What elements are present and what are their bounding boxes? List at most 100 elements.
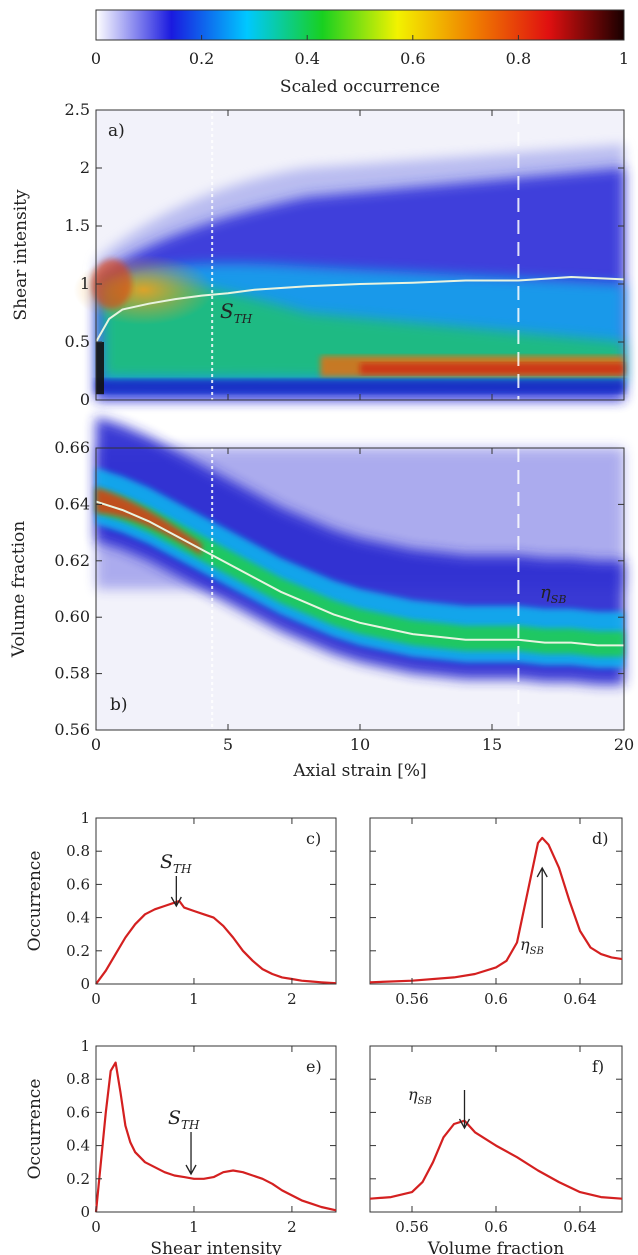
x-tick-label: 0.56	[395, 990, 428, 1008]
x-tick-label: 10	[350, 735, 370, 754]
colorbar-gradient	[95, 9, 625, 41]
y-tick-label: 0.58	[54, 664, 90, 683]
x-tick-label: 15	[482, 735, 502, 754]
colorbar-tick-label: 0.4	[294, 49, 319, 68]
x-tick-label: 2	[287, 1218, 297, 1236]
y-tick-label: 0.64	[54, 494, 90, 513]
heatmap-edge	[96, 342, 104, 395]
y-tick-label: 0.2	[66, 942, 90, 960]
x-tick-label: 5	[223, 735, 233, 754]
annotation-arrow-head	[170, 896, 182, 908]
panel-label: e)	[306, 1057, 322, 1076]
y-tick-label: 0.62	[54, 551, 90, 570]
occurrence-curve	[369, 836, 623, 984]
heatmap-low-band	[96, 379, 624, 394]
colorbar-label: Scaled occurrence	[280, 77, 440, 97]
panel-frame	[95, 817, 337, 985]
annotation-arrow-head	[536, 866, 548, 878]
x-tick-label: 0	[91, 990, 101, 1008]
y-tick-label: 0.6	[66, 875, 90, 893]
heatmap-red-blob	[91, 259, 132, 309]
arrow-annotation: ηSB	[408, 1085, 432, 1107]
x-tick-label: 1	[189, 1218, 199, 1236]
y-tick-label: 0.6	[66, 1103, 90, 1121]
x-tick-label: 0.6	[484, 1218, 508, 1236]
panel-frame	[369, 1045, 623, 1213]
y-tick-label: 0.4	[66, 909, 90, 927]
y-tick-label: 0.66	[54, 438, 90, 457]
x-tick-label: 1	[189, 990, 199, 1008]
x-axis-label: Axial strain [%]	[292, 761, 426, 781]
y-tick-label: 0.8	[66, 842, 90, 860]
x-axis-label: Volume fraction	[427, 1239, 564, 1255]
panel-b: ηSB b) 0.56 0.58 0.60 0.62 0.64 0.66 0 5 10 15 20 Vo…	[9, 417, 634, 781]
colorbar-tick-label: 0	[91, 49, 101, 68]
y-tick-label: 0	[80, 975, 90, 993]
panel-frame	[369, 817, 623, 985]
arrow-annotation: ηSB	[520, 935, 544, 957]
y-tick-label: 2	[80, 158, 90, 177]
annotation-arrow-head	[458, 1118, 471, 1130]
y-tick-label: 1	[80, 1037, 90, 1055]
x-tick-label: 0.56	[395, 1218, 428, 1236]
panel-a-overlay: STH	[95, 110, 625, 400]
sth-annotation: STH	[220, 299, 253, 326]
annotation-arrow-head	[185, 1164, 197, 1176]
y-tick-label: 0.5	[65, 332, 90, 351]
y-tick-label: 0.56	[54, 720, 90, 739]
colorbar-tick-label: 0.6	[400, 49, 425, 68]
occurrence-curve	[369, 1119, 623, 1200]
panel-d: d) ηSB 0.56 0.6 0.64	[369, 817, 623, 1008]
panel-c: c) STH 0 0.2 0.4 0.6 0.8 1 0 1 2 Occurrence	[25, 809, 337, 1008]
occurrence-curve	[95, 899, 337, 985]
y-axis-label: Shear intensity	[11, 189, 31, 321]
colorbar: 0 0.2 0.4 0.6 0.8 1 Scaled occurrence	[91, 9, 629, 97]
panel-frame	[95, 1045, 337, 1213]
y-tick-label: 0	[80, 1203, 90, 1221]
heatmap-hot-core	[360, 362, 624, 375]
panel-label: c)	[306, 829, 321, 848]
y-axis-label: Occurrence	[25, 851, 45, 952]
x-tick-label: 2	[287, 990, 297, 1008]
panel-f: f) ηSB 0.56 0.6 0.64 Volume fraction	[369, 1045, 623, 1255]
y-tick-label: 0.4	[66, 1137, 90, 1155]
panel-label: f)	[592, 1057, 604, 1076]
y-axis-label: Occurrence	[25, 1079, 45, 1180]
y-tick-label: 0.2	[66, 1170, 90, 1188]
panel-label: a)	[108, 121, 125, 141]
y-tick-label: 0	[80, 390, 90, 409]
y-axis-label: Volume fraction	[9, 521, 29, 658]
x-tick-label: 0	[91, 735, 101, 754]
arrow-annotation: STH	[160, 851, 192, 876]
arrow-annotation: STH	[168, 1107, 200, 1132]
x-tick-label: 0.6	[484, 990, 508, 1008]
y-tick-label: 0.8	[66, 1070, 90, 1088]
panel-e: e) STH 0 0.2 0.4 0.6 0.8 1 0 1 2 Occurrence Shear in…	[25, 1037, 337, 1255]
x-tick-label: 0.64	[563, 1218, 596, 1236]
panel-label: d)	[592, 829, 608, 848]
colorbar-tick-label: 1	[619, 49, 629, 68]
panel-label: b)	[110, 695, 128, 715]
heatmap-green	[103, 280, 625, 380]
panel-a-axes: a) 0 0.5 1 1.5 2 2.5 Shear intensity	[11, 100, 625, 409]
y-tick-label: 1	[80, 809, 90, 827]
eta-annotation: ηSB	[540, 582, 566, 606]
x-tick-label: 20	[614, 735, 634, 754]
eta-curve	[95, 500, 624, 647]
x-tick-label: 0	[91, 1218, 101, 1236]
panel-a: STH a) 0 0.5 1 1.5 2 2.5 Shear intensity	[11, 100, 625, 409]
colorbar-ticks: 0 0.2 0.4 0.6 0.8 1	[91, 35, 629, 68]
y-tick-label: 1	[80, 274, 90, 293]
y-tick-label: 1.5	[65, 216, 90, 235]
y-tick-label: 2.5	[65, 100, 90, 119]
occurrence-curve	[94, 1061, 337, 1213]
sth-curve	[95, 275, 625, 343]
panel-b-overlay: ηSB	[95, 448, 624, 730]
panel-b-axes: b) 0.56 0.58 0.60 0.62 0.64 0.66 0 5 10 15 20 Volume…	[9, 438, 634, 781]
x-tick-label: 0.64	[563, 990, 596, 1008]
colorbar-tick-label: 0.8	[506, 49, 531, 68]
colorbar-tick-label: 0.2	[189, 49, 214, 68]
y-tick-label: 0.60	[54, 607, 90, 626]
x-axis-label: Shear intensity	[150, 1239, 282, 1255]
